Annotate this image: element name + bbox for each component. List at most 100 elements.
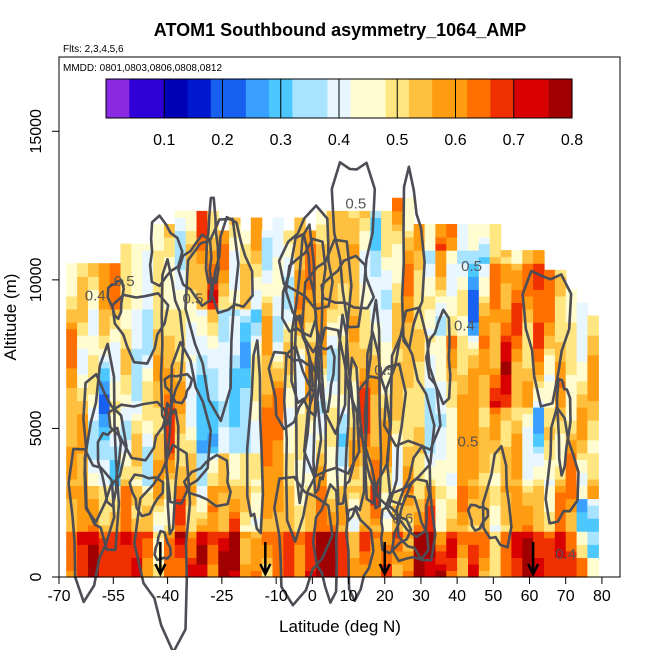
heatmap-cell — [413, 524, 426, 532]
heatmap-cell — [381, 413, 393, 421]
heatmap-cell — [185, 341, 198, 349]
heatmap-cell — [554, 537, 567, 545]
x-axis-label: Latitude (deg N) — [279, 617, 401, 636]
heatmap-cell — [131, 563, 143, 571]
heatmap-cell — [587, 413, 599, 421]
heatmap-cell — [381, 420, 393, 428]
heatmap-cell — [489, 433, 502, 441]
heatmap-cell — [544, 394, 556, 402]
heatmap-cell — [305, 322, 317, 330]
heatmap-cell — [218, 518, 230, 526]
heatmap-cell — [261, 328, 274, 336]
heatmap-cell — [500, 341, 513, 349]
contour-line — [320, 254, 376, 310]
heatmap-cell — [240, 505, 252, 513]
heatmap-cell — [66, 531, 78, 539]
heatmap-cell — [174, 230, 187, 238]
heatmap-cell — [576, 563, 589, 571]
heatmap-cell — [218, 335, 230, 343]
heatmap-cell — [326, 446, 339, 454]
heatmap-cell — [544, 420, 556, 428]
heatmap-cell — [402, 537, 415, 545]
heatmap-cell — [337, 557, 350, 565]
heatmap-cell — [142, 328, 154, 336]
heatmap-cell — [261, 309, 274, 317]
heatmap-cell — [468, 550, 480, 558]
heatmap-cell — [120, 335, 132, 343]
heatmap-cell — [174, 452, 187, 460]
heatmap-cell — [554, 485, 567, 493]
heatmap-cell — [283, 485, 295, 493]
heatmap-cell — [120, 256, 132, 264]
heatmap-cell — [153, 452, 165, 460]
heatmap-cell — [185, 322, 198, 330]
heatmap-cell — [402, 210, 415, 218]
heatmap-cell — [457, 439, 469, 447]
heatmap-cell — [185, 282, 198, 290]
heatmap-cell — [522, 537, 534, 545]
heatmap-cell — [392, 563, 404, 571]
heatmap-cell — [88, 315, 100, 323]
heatmap-cell — [446, 531, 458, 539]
heatmap-cell — [457, 328, 469, 336]
heatmap-cell — [544, 485, 556, 493]
heatmap-cell — [413, 276, 426, 284]
heatmap-cell — [522, 439, 534, 447]
heatmap-cell — [511, 269, 523, 277]
heatmap-cell — [250, 485, 263, 493]
heatmap-cell — [316, 537, 328, 545]
heatmap-cell — [544, 374, 556, 382]
heatmap-cell — [261, 452, 274, 460]
heatmap-cell — [88, 446, 100, 454]
heatmap-cell — [478, 550, 491, 558]
heatmap-cell — [185, 563, 198, 571]
heatmap-cell — [457, 289, 469, 297]
contour-line — [204, 196, 220, 285]
heatmap-cell — [359, 557, 371, 565]
contour-label: 0.4 — [454, 317, 475, 334]
contour-line — [163, 372, 194, 405]
heatmap-cell — [174, 295, 187, 303]
heatmap-cell — [229, 563, 241, 571]
heatmap-cell — [229, 446, 241, 454]
heatmap-cell — [424, 224, 437, 232]
heatmap-cell — [348, 518, 360, 526]
heatmap-cell — [446, 295, 458, 303]
heatmap-cell — [142, 289, 154, 297]
heatmap-cell — [142, 570, 154, 578]
heatmap-cell — [283, 315, 295, 323]
heatmap-cell — [576, 472, 589, 480]
heatmap-cell — [381, 446, 393, 454]
heatmap-cell — [533, 400, 545, 408]
heatmap-cell — [554, 426, 567, 434]
heatmap-cell — [413, 256, 426, 264]
heatmap-cell — [218, 341, 230, 349]
heatmap-cell — [250, 217, 263, 225]
colorbar-segment — [245, 79, 258, 118]
heatmap-cell — [207, 426, 219, 434]
heatmap-cell — [109, 348, 122, 356]
heatmap-cell — [544, 315, 556, 323]
heatmap-cell — [196, 531, 208, 539]
heatmap-cell — [511, 420, 523, 428]
heatmap-cell — [489, 478, 502, 486]
heatmap-cell — [522, 282, 534, 290]
heatmap-cell — [229, 256, 241, 264]
heatmap-cell — [392, 309, 404, 317]
heatmap-cell — [326, 387, 339, 395]
heatmap-cell — [261, 374, 274, 382]
heatmap-cell — [337, 531, 350, 539]
heatmap-cell — [576, 394, 589, 402]
heatmap-cell — [587, 407, 599, 415]
heatmap-cell — [305, 282, 317, 290]
heatmap-cell — [316, 263, 328, 271]
heatmap-cell — [164, 302, 176, 310]
heatmap-cell — [196, 420, 208, 428]
heatmap-cell — [478, 400, 491, 408]
colorbar-segment — [187, 79, 200, 118]
heatmap-cell — [98, 505, 111, 513]
heatmap-cell — [88, 570, 100, 578]
heatmap-cell — [468, 465, 480, 473]
heatmap-cell — [240, 322, 252, 330]
heatmap-cell — [250, 250, 263, 258]
